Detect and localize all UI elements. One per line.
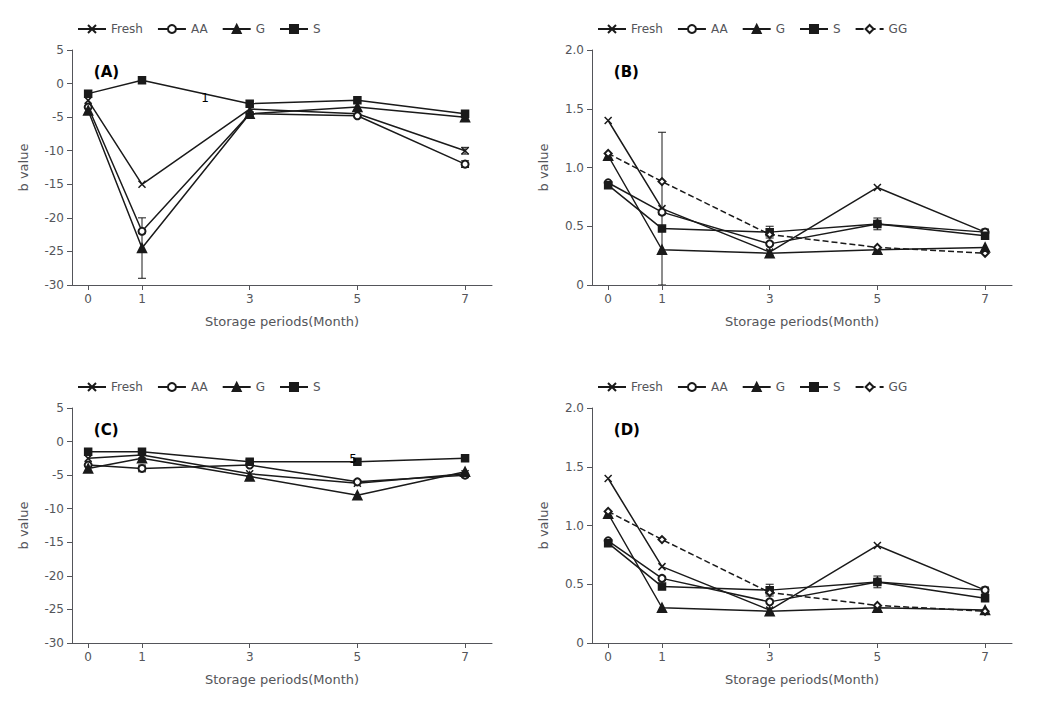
svg-text:S: S xyxy=(313,22,321,36)
svg-text:GG: GG xyxy=(889,22,908,36)
svg-text:G: G xyxy=(256,22,265,36)
svg-text:b value: b value xyxy=(16,144,31,192)
svg-text:0.5: 0.5 xyxy=(565,577,584,591)
svg-text:3: 3 xyxy=(766,650,774,664)
svg-text:1: 1 xyxy=(201,91,209,105)
svg-text:S: S xyxy=(833,22,841,36)
svg-text:S: S xyxy=(833,380,841,394)
svg-text:0: 0 xyxy=(576,636,584,650)
svg-text:(C): (C) xyxy=(94,421,119,439)
svg-text:-20: -20 xyxy=(44,569,64,583)
svg-text:0: 0 xyxy=(84,292,92,306)
svg-text:-25: -25 xyxy=(44,602,64,616)
svg-text:7: 7 xyxy=(981,650,989,664)
svg-text:-15: -15 xyxy=(44,535,64,549)
svg-text:3: 3 xyxy=(766,292,774,306)
svg-text:AA: AA xyxy=(191,22,209,36)
svg-text:2.0: 2.0 xyxy=(565,401,584,415)
svg-text:5: 5 xyxy=(354,292,362,306)
svg-text:Fresh: Fresh xyxy=(111,380,143,394)
svg-text:1.5: 1.5 xyxy=(565,102,584,116)
svg-text:5: 5 xyxy=(56,401,64,415)
svg-text:(D): (D) xyxy=(614,421,640,439)
svg-text:G: G xyxy=(776,22,785,36)
svg-text:0: 0 xyxy=(56,435,64,449)
svg-text:0: 0 xyxy=(56,77,64,91)
svg-text:5: 5 xyxy=(874,650,882,664)
svg-text:-10: -10 xyxy=(44,502,64,516)
svg-text:3: 3 xyxy=(246,292,254,306)
svg-text:3: 3 xyxy=(246,650,254,664)
svg-text:-15: -15 xyxy=(44,177,64,191)
svg-text:7: 7 xyxy=(461,292,469,306)
svg-text:0: 0 xyxy=(576,278,584,292)
svg-text:-5: -5 xyxy=(52,468,64,482)
svg-text:0: 0 xyxy=(604,650,612,664)
svg-text:Storage periods(Month): Storage periods(Month) xyxy=(725,314,879,329)
svg-text:0: 0 xyxy=(84,650,92,664)
svg-text:1: 1 xyxy=(138,650,146,664)
svg-text:1.0: 1.0 xyxy=(565,519,584,533)
svg-text:1: 1 xyxy=(138,292,146,306)
svg-text:Storage periods(Month): Storage periods(Month) xyxy=(205,314,359,329)
svg-text:-30: -30 xyxy=(44,636,64,650)
svg-text:GG: GG xyxy=(889,380,908,394)
svg-text:b value: b value xyxy=(536,144,551,192)
svg-text:2.0: 2.0 xyxy=(565,43,584,57)
svg-text:Fresh: Fresh xyxy=(631,22,663,36)
svg-text:G: G xyxy=(776,380,785,394)
svg-text:7: 7 xyxy=(981,292,989,306)
svg-text:S: S xyxy=(313,380,321,394)
svg-text:(A): (A) xyxy=(94,63,119,81)
svg-text:1: 1 xyxy=(658,292,666,306)
svg-text:(B): (B) xyxy=(614,63,639,81)
svg-text:5: 5 xyxy=(354,650,362,664)
svg-text:7: 7 xyxy=(461,650,469,664)
svg-text:0.5: 0.5 xyxy=(565,219,584,233)
svg-text:-10: -10 xyxy=(44,144,64,158)
svg-text:-30: -30 xyxy=(44,278,64,292)
svg-text:1.5: 1.5 xyxy=(565,460,584,474)
svg-text:Storage periods(Month): Storage periods(Month) xyxy=(205,672,359,687)
svg-text:-25: -25 xyxy=(44,244,64,258)
svg-text:-5: -5 xyxy=(52,110,64,124)
svg-text:Fresh: Fresh xyxy=(631,380,663,394)
svg-text:AA: AA xyxy=(711,22,729,36)
svg-text:5: 5 xyxy=(874,292,882,306)
svg-text:5: 5 xyxy=(349,452,357,466)
svg-text:b value: b value xyxy=(536,502,551,550)
svg-text:5: 5 xyxy=(56,43,64,57)
svg-text:1: 1 xyxy=(658,650,666,664)
svg-text:-20: -20 xyxy=(44,211,64,225)
svg-text:AA: AA xyxy=(191,380,209,394)
svg-text:1.0: 1.0 xyxy=(565,161,584,175)
svg-text:G: G xyxy=(256,380,265,394)
svg-text:b value: b value xyxy=(16,502,31,550)
svg-text:Storage periods(Month): Storage periods(Month) xyxy=(725,672,879,687)
svg-text:AA: AA xyxy=(711,380,729,394)
svg-text:0: 0 xyxy=(604,292,612,306)
svg-text:Fresh: Fresh xyxy=(111,22,143,36)
